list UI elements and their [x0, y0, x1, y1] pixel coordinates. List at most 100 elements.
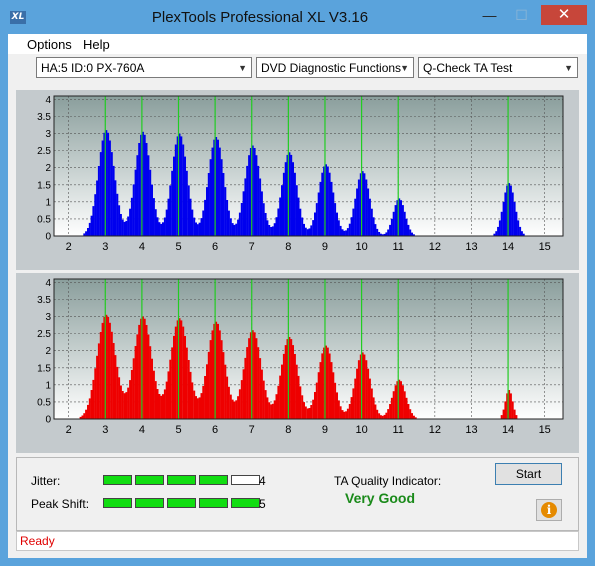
histogram-bar — [336, 392, 338, 419]
histogram-bar — [500, 211, 503, 236]
histogram-bar — [403, 391, 406, 419]
histogram-bar — [174, 144, 177, 236]
drive-select[interactable]: HA:5 ID:0 PX-760A ▼ — [36, 57, 252, 78]
histogram-bar — [248, 155, 251, 236]
histogram-bar — [118, 205, 121, 236]
histogram-bar — [304, 227, 307, 236]
histogram-bar — [412, 234, 415, 236]
histogram-bar — [500, 415, 503, 419]
histogram-bar — [249, 148, 252, 236]
title-bar[interactable]: XL PlexTools Professional XL V3.16 — ☐ ✕ — [0, 0, 595, 34]
y-tick-label: 1 — [45, 197, 51, 208]
histogram-bar — [105, 314, 108, 419]
histogram-bar — [147, 334, 150, 419]
minimize-icon[interactable]: — — [482, 7, 497, 23]
histogram-bar — [119, 214, 122, 236]
histogram-bar — [326, 347, 329, 419]
histogram-bar — [189, 198, 192, 236]
histogram-bar — [163, 217, 166, 236]
histogram-bar — [411, 413, 413, 419]
histogram-bar — [368, 198, 371, 236]
peakshift-histogram-panel: 0 0.5 1 1.5 2 2.5 3 3.5 4 2 3 4 5 6 7 8 9 10 11 12 13 14 15 — [16, 273, 579, 453]
histogram-bar — [184, 336, 186, 419]
menu-bar: Options Help — [8, 34, 587, 54]
histogram-bar — [387, 409, 390, 419]
histogram-bar — [154, 209, 157, 236]
histogram-bar — [226, 376, 229, 419]
y-tick-label: 4 — [45, 95, 51, 106]
meter-segment — [231, 475, 260, 485]
histogram-bar — [270, 227, 273, 236]
histogram-bar — [508, 183, 511, 236]
histogram-bar — [308, 408, 311, 419]
histogram-bar — [509, 185, 512, 236]
histogram-bar — [206, 187, 208, 236]
y-tick-label: 3.5 — [37, 112, 51, 123]
function-select[interactable]: DVD Diagnostic Functions ▼ — [256, 57, 414, 78]
info-button[interactable]: i — [536, 499, 562, 521]
histogram-bar — [281, 364, 283, 419]
histogram-bar — [357, 360, 360, 419]
histogram-bar — [387, 229, 390, 236]
histogram-bar — [83, 233, 86, 236]
start-button[interactable]: Start — [495, 463, 562, 485]
histogram-bar — [288, 337, 291, 419]
close-icon[interactable]: ✕ — [541, 5, 587, 25]
x-tick-label: 3 — [102, 424, 108, 436]
x-tick-label: 13 — [465, 424, 477, 436]
histogram-bar — [160, 223, 163, 236]
histogram-bar — [116, 193, 119, 236]
histogram-bar — [198, 222, 201, 236]
histogram-bar — [200, 218, 203, 236]
histogram-bar — [116, 366, 119, 419]
histogram-bar — [204, 376, 207, 419]
histogram-bar — [352, 388, 355, 419]
test-select[interactable]: Q-Check TA Test ▼ — [418, 57, 578, 78]
histogram-bar — [508, 390, 511, 419]
menu-help[interactable]: Help — [83, 37, 110, 52]
x-tick-label: 7 — [249, 241, 255, 253]
histogram-bar — [356, 188, 359, 236]
menu-options[interactable]: Options — [27, 37, 72, 52]
drive-select-value: HA:5 ID:0 PX-760A — [41, 61, 145, 75]
histogram-bar — [323, 347, 326, 419]
histogram-bar — [160, 395, 163, 419]
function-select-value: DVD Diagnostic Functions — [261, 61, 402, 75]
histogram-bar — [244, 178, 247, 236]
histogram-bar — [332, 192, 335, 236]
toolbar: HA:5 ID:0 PX-760A ▼ DVD Diagnostic Funct… — [8, 54, 587, 85]
histogram-bar — [259, 178, 262, 236]
histogram-bar — [231, 223, 234, 236]
histogram-bar — [260, 191, 263, 236]
plot-border — [53, 278, 564, 420]
histogram-bar — [99, 152, 102, 236]
histogram-bar — [303, 402, 305, 419]
histogram-bar — [206, 364, 208, 419]
histogram-bar — [346, 228, 349, 236]
histogram-bar — [162, 394, 164, 419]
histogram-bar — [152, 198, 155, 236]
histogram-bar — [511, 401, 514, 419]
histogram-bar — [306, 408, 309, 419]
histogram-bar — [217, 139, 219, 236]
histogram-bar — [143, 134, 146, 236]
histogram-bar — [217, 323, 219, 419]
jitter-meter — [103, 475, 260, 485]
histogram-bar — [354, 378, 357, 419]
meter-segment — [103, 498, 132, 508]
histogram-bar — [314, 392, 316, 419]
histogram-bar — [167, 198, 170, 236]
histogram-bar — [141, 316, 144, 419]
histogram-bar — [238, 389, 241, 419]
x-tick-label: 7 — [249, 424, 255, 436]
histogram-bar — [178, 318, 181, 419]
histogram-bar — [374, 224, 377, 236]
histogram-bar — [123, 221, 126, 236]
histogram-bar — [107, 132, 110, 236]
peak-shift-value: 5 — [259, 497, 266, 511]
histogram-bar — [336, 212, 338, 236]
meter-segment — [199, 498, 228, 508]
histogram-bar — [218, 147, 221, 236]
histogram-bar — [315, 203, 318, 236]
